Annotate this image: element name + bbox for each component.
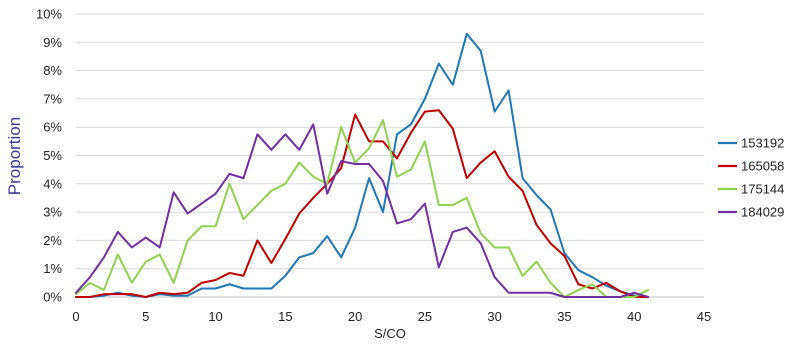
series-line-165058 [75, 109, 650, 298]
y-tick-label: 9% [43, 35, 62, 50]
x-tick-label: 25 [418, 309, 432, 324]
x-tick-label: 30 [487, 309, 501, 324]
y-tick-label: 4% [43, 176, 62, 191]
legend-label-184029: 184029 [741, 205, 784, 220]
y-tick-label: 3% [43, 205, 62, 220]
y-tick-label: 0% [43, 290, 62, 305]
x-tick-label: 5 [142, 309, 149, 324]
x-axis-title: S/CO [374, 326, 406, 341]
series-line-175144 [75, 119, 650, 298]
x-tick-label: 0 [72, 309, 79, 324]
y-tick-label: 1% [43, 261, 62, 276]
y-tick-label: 10% [36, 7, 62, 22]
legend: 153192 165058 175144 184029 [718, 136, 784, 220]
x-tick-label: 20 [348, 309, 362, 324]
y-tick-label: 2% [43, 233, 62, 248]
gridlines [76, 13, 704, 270]
series-lines [75, 32, 650, 298]
x-tick-label: 35 [557, 309, 571, 324]
y-tick-label: 5% [43, 148, 62, 163]
tick-labels: 0% 1% 2% 3% 4% 5% 6% 7% 8% 9% 10% 0 5 10 15 20 25 30 35 40 4… [36, 7, 711, 325]
legend-label-165058: 165058 [741, 159, 784, 174]
y-tick-label: 7% [43, 91, 62, 106]
y-tick-label: 8% [43, 63, 62, 78]
y-tick-label: 6% [43, 120, 62, 135]
series-line-184029 [75, 123, 650, 298]
x-tick-label: 45 [697, 309, 711, 324]
x-tick-label: 15 [278, 309, 292, 324]
y-axis-title: Proportion [5, 117, 24, 195]
x-tick-label: 10 [208, 309, 222, 324]
series-line-153192 [75, 32, 650, 298]
legend-label-153192: 153192 [741, 136, 784, 151]
x-tick-label: 40 [627, 309, 641, 324]
legend-label-175144: 175144 [741, 182, 784, 197]
